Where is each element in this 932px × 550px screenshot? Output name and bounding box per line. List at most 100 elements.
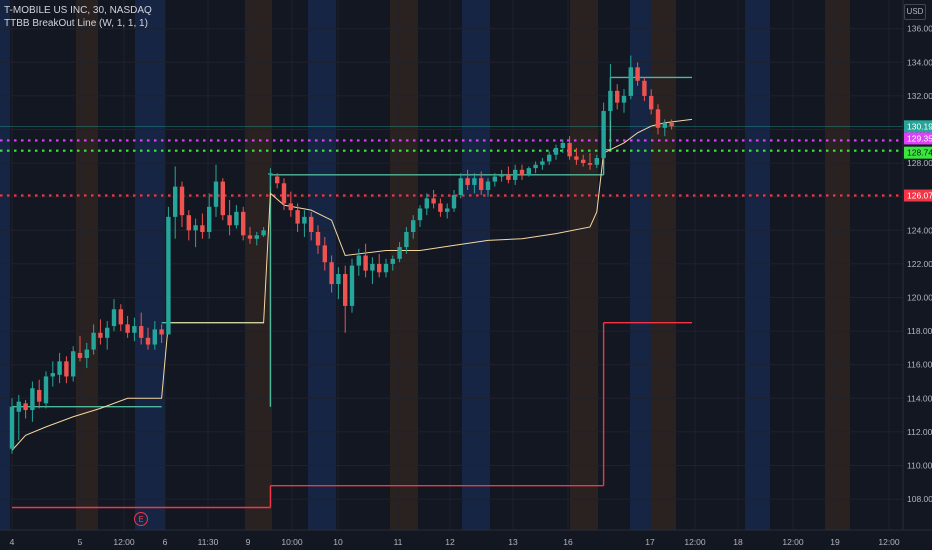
candle <box>145 327 151 350</box>
candle-body <box>139 326 144 338</box>
candle-body <box>64 361 69 377</box>
candle-body <box>91 332 96 350</box>
candle-body <box>649 95 654 110</box>
candle <box>23 399 28 419</box>
session-band <box>0 0 10 530</box>
candle-body <box>621 95 627 103</box>
time-tick-label: 12:00 <box>878 537 900 547</box>
candle <box>30 381 35 422</box>
session-band <box>630 0 652 530</box>
time-tick-label: 17 <box>645 537 655 547</box>
candle <box>193 218 198 248</box>
candle <box>268 168 273 187</box>
chart-grid <box>0 0 903 534</box>
candle <box>213 164 219 217</box>
candle <box>465 169 470 190</box>
time-tick-label: 12:00 <box>113 537 135 547</box>
candle-body <box>241 211 246 236</box>
time-axis[interactable]: 4 5 12:00 6 11:30 9 10:00 10 11 12 13 16 17 12:00 18 12… <box>0 529 932 550</box>
candle-body <box>261 230 266 236</box>
candle <box>77 336 83 362</box>
candle-body <box>567 142 572 157</box>
candle-body <box>166 216 171 335</box>
candle-body <box>479 178 484 190</box>
earnings-marker[interactable]: E <box>134 512 148 526</box>
candle <box>132 317 137 342</box>
candle <box>445 203 450 219</box>
price-tick-label: 136.00 <box>907 24 932 34</box>
session-band <box>825 0 850 530</box>
candle-body <box>77 352 83 358</box>
candle <box>526 166 531 177</box>
session-band <box>76 0 98 530</box>
time-tick-label: 12:00 <box>782 537 804 547</box>
price-axis[interactable]: 106.00108.00110.00112.00114.00116.00118.… <box>902 0 932 538</box>
candle <box>241 206 246 241</box>
candle-body <box>145 337 151 345</box>
candle-body <box>642 80 647 96</box>
price-tick-label: 134.00 <box>907 57 932 67</box>
candle-body <box>424 198 429 209</box>
price-tick-label: 124.00 <box>907 225 932 235</box>
candle <box>275 173 280 189</box>
price-tick-label: 118.00 <box>907 326 932 336</box>
candle <box>50 361 55 387</box>
candle <box>111 299 117 332</box>
candle-body <box>615 90 620 103</box>
time-tick-label: 10 <box>333 537 343 547</box>
currency-button[interactable]: USD <box>904 4 926 20</box>
candle-body <box>553 147 559 155</box>
time-tick-label: 4 <box>10 537 15 547</box>
time-tick-label: 12:00 <box>684 537 706 547</box>
symbol-title[interactable]: T-MOBILE US INC, 30, NASDAQ <box>4 5 152 16</box>
candle <box>383 258 389 278</box>
candle-body <box>662 122 667 128</box>
chart-legend: T-MOBILE US INC, 30, NASDAQ TTBB BreakOu… <box>4 4 152 30</box>
candle-body <box>465 178 470 185</box>
candle-body <box>57 361 62 375</box>
candle-body <box>288 203 293 211</box>
earnings-marker-label: E <box>138 515 143 524</box>
price-tick-label: 108.00 <box>907 494 932 504</box>
candle-body <box>635 67 640 81</box>
candle <box>207 193 212 239</box>
candle <box>662 119 667 137</box>
candle <box>438 198 443 217</box>
candle <box>540 158 545 170</box>
candle-body <box>356 255 361 266</box>
candle <box>499 169 504 182</box>
candle-body <box>329 262 334 285</box>
candle-body <box>343 273 348 306</box>
candle-body <box>499 174 504 177</box>
time-tick-label: 9 <box>246 537 251 547</box>
candle-body <box>309 216 314 232</box>
candle-body <box>526 168 531 175</box>
candle-body <box>152 329 157 345</box>
candle-body <box>30 388 35 411</box>
candle-body <box>105 327 110 338</box>
candle-body <box>193 225 198 231</box>
candle-body <box>84 349 89 358</box>
candle <box>349 258 355 313</box>
candle-body <box>431 198 436 204</box>
candle-body <box>506 174 511 180</box>
candle-body <box>336 273 341 285</box>
candle <box>329 255 334 293</box>
candle <box>336 267 341 300</box>
candle <box>64 356 69 384</box>
time-tick-label: 10:00 <box>281 537 303 547</box>
candle-body <box>608 90 613 112</box>
indicator-title[interactable]: TTBB BreakOut Line (W, 1, 1, 1) <box>4 18 148 29</box>
candle <box>139 312 144 345</box>
candle <box>9 398 15 454</box>
candle-body <box>458 178 463 196</box>
price-tick-label: 132.00 <box>907 91 932 101</box>
candle <box>506 166 511 184</box>
candle <box>397 242 402 263</box>
candle <box>166 206 171 335</box>
candle-body <box>98 332 103 338</box>
candle <box>343 265 348 333</box>
candle <box>261 226 266 238</box>
candle <box>57 352 62 384</box>
